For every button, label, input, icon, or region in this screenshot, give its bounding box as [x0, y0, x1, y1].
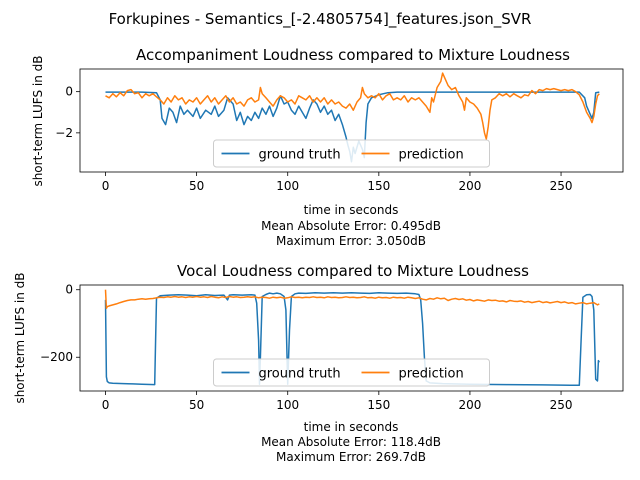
accompaniment-xtick-label: 0: [102, 179, 110, 193]
vocal-chart-max-error: Maximum Error: 269.7dB: [276, 450, 426, 464]
vocal-chart-xlabel: time in seconds: [304, 420, 399, 434]
vocal-xtick-label: 150: [367, 398, 390, 412]
accompaniment-xtick-label: 250: [550, 179, 573, 193]
vocal-xtick-label: 200: [458, 398, 481, 412]
accompaniment-axes-frame: [79, 68, 624, 173]
vocal-xtick-label: 0: [102, 398, 110, 412]
accompaniment-legend-box: [213, 139, 490, 168]
vocal-chart: Vocal Loudness compared to Mixture Loudn…: [13, 262, 624, 464]
accompaniment-series-group: [105, 72, 600, 163]
vocal-xtick-label: 50: [189, 398, 204, 412]
vocal-chart-ylabel: short-term LUFS in dB: [13, 272, 27, 403]
vocal-chart-mae: Mean Absolute Error: 118.4dB: [261, 435, 441, 449]
accompaniment-series-ground-truth: [105, 91, 600, 163]
accompaniment-legend-label-prediction: prediction: [399, 148, 464, 163]
vocal-series-group: [104, 289, 600, 387]
vocal-ytick-label: 0: [65, 283, 73, 297]
accompaniment-chart-ylabel: short-term LUFS in dB: [31, 55, 45, 186]
accompaniment-xtick-label: 50: [189, 179, 204, 193]
vocal-chart-title: Vocal Loudness compared to Mixture Loudn…: [177, 262, 529, 280]
accompaniment-ytick-label: −2: [55, 126, 73, 140]
accompaniment-legend: ground truth prediction: [213, 139, 490, 168]
accompaniment-chart-mae: Mean Absolute Error: 0.495dB: [261, 219, 441, 233]
vocal-axes-frame: [79, 284, 624, 392]
accompaniment-chart: Accompaniment Loudness compared to Mixtu…: [31, 46, 624, 248]
vocal-series-ground-truth: [104, 292, 600, 387]
accompaniment-xtick-label: 150: [367, 179, 390, 193]
vocal-legend-label-ground-truth: ground truth: [259, 367, 341, 382]
accompaniment-chart-title: Accompaniment Loudness compared to Mixtu…: [136, 46, 570, 64]
vocal-ytick-label: −200: [40, 350, 73, 364]
accompaniment-series-prediction: [105, 72, 600, 140]
vocal-legend: ground truth prediction: [213, 358, 490, 387]
accompaniment-chart-xlabel: time in seconds: [304, 203, 399, 217]
vocal-xtick-label: 250: [550, 398, 573, 412]
figure-suptitle: Forkupines - Semantics_[-2.4805754]_feat…: [109, 10, 532, 29]
vocal-legend-box: [213, 358, 490, 387]
accompaniment-ytick-label: 0: [65, 85, 73, 99]
accompaniment-xtick-label: 200: [458, 179, 481, 193]
accompaniment-xtick-label: 100: [276, 179, 299, 193]
accompaniment-legend-label-ground-truth: ground truth: [259, 148, 341, 163]
vocal-xtick-label: 100: [276, 398, 299, 412]
vocal-series-prediction: [104, 289, 600, 310]
vocal-legend-label-prediction: prediction: [399, 367, 464, 382]
accompaniment-chart-max-error: Maximum Error: 3.050dB: [276, 234, 426, 248]
